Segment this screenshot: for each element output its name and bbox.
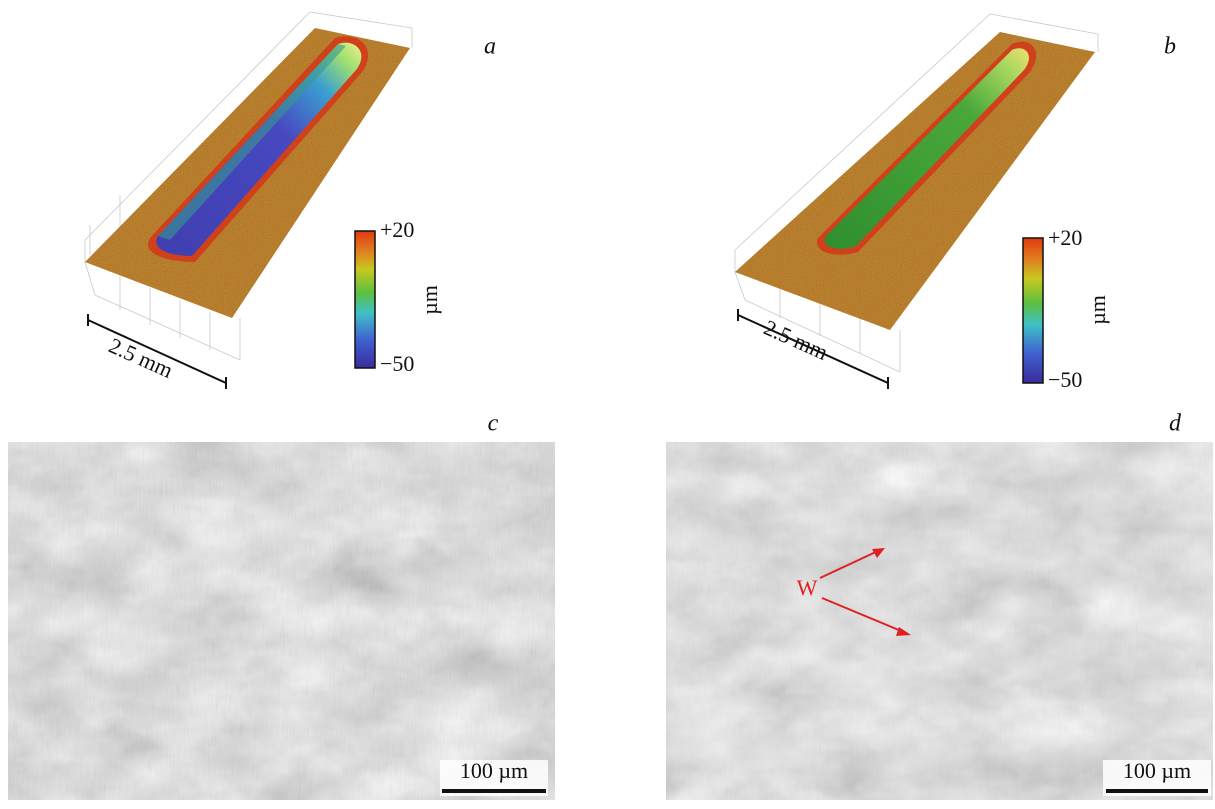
scale-label: 2.5 mm [760,315,832,365]
colorbar-min: −50 [1048,367,1082,392]
scale-bar-label: 100 µm [1123,758,1191,783]
scale-bar-label: 100 µm [460,758,528,783]
colorbar [355,231,375,368]
panel-c: 100 µm c [8,411,555,801]
colorbar-unit: µm [417,285,442,315]
colorbar [1023,238,1043,383]
colorbar-max: +20 [1048,225,1082,250]
panel-label: b [1164,34,1176,60]
body: {"panels": [ {"label": "a", "scale": "2.… [0,0,1215,809]
annotation: W [797,575,818,600]
colorbar-min: −50 [380,351,414,376]
sem-texture [8,442,555,800]
panel-label: c [488,411,499,437]
panel-label: a [484,34,496,60]
panel-b: 2.5 mm +20 −50 µm b [735,14,1176,392]
sem-texture [666,442,1213,800]
page: html, body { margin: 0; padding: 0; back… [0,0,1215,809]
colorbar-max: +20 [380,217,414,242]
scale-label: 2.5 mm [105,333,177,383]
panel-a: 2.5 mm +20 −50 µm a [85,12,496,389]
colorbar-unit: µm [1085,295,1110,325]
panel-d: W 100 µm d [666,411,1213,801]
panel-label: d [1169,411,1182,437]
figure: 2.5 mm +20 −50 µm a 2.5 mm +20 −50 µm b [0,0,1215,809]
